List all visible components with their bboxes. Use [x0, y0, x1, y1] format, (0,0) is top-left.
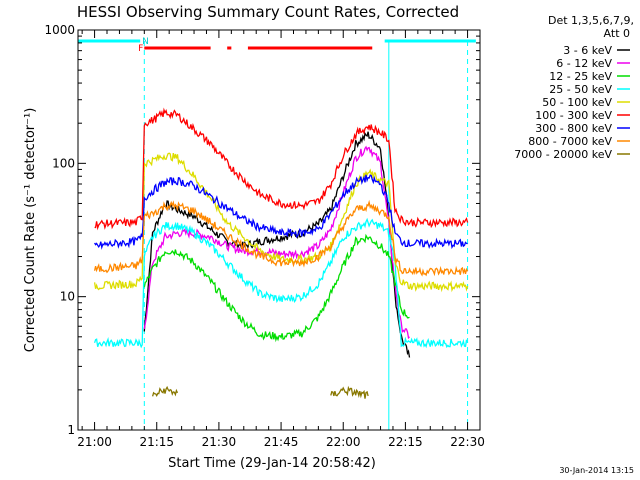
- series-line-2: [143, 233, 410, 343]
- legend-label-0: 3 - 6 keV: [563, 44, 612, 57]
- y-tick-label: 1: [67, 423, 75, 437]
- series-line-4: [93, 152, 469, 293]
- series-line-6: [94, 174, 468, 250]
- timestamp: 30-Jan-2014 13:15: [559, 466, 634, 475]
- flare-marker-label: F: [138, 44, 143, 54]
- y-tick-label: 10: [60, 290, 75, 304]
- x-tick-label: 21:15: [139, 435, 174, 449]
- chart-title: HESSI Observing Summary Count Rates, Cor…: [77, 3, 459, 21]
- legend-header-line-1: Det 1,3,5,6,7,9,: [548, 14, 634, 27]
- series-line-5: [94, 107, 469, 231]
- plot-frame: [77, 29, 481, 431]
- legend-label-5: 100 - 300 keV: [535, 109, 612, 122]
- series-line-7: [93, 199, 469, 277]
- legend-label-8: 7000 - 20000 keV: [514, 148, 612, 161]
- y-axis-label: Corrected Count Rate (s⁻¹ detector⁻¹): [23, 108, 38, 353]
- series-line-0: [143, 131, 411, 358]
- legend-label-3: 25 - 50 keV: [549, 83, 612, 96]
- legend-header-line-2: Att 0: [604, 27, 630, 40]
- legend-label-4: 50 - 100 keV: [542, 96, 612, 109]
- night-marker-label: N: [142, 37, 149, 47]
- x-tick-label: 22:15: [388, 435, 423, 449]
- legend-label-1: 6 - 12 keV: [556, 57, 612, 70]
- x-tick-label: 21:45: [264, 435, 299, 449]
- series-line-8: [151, 385, 179, 397]
- y-tick-label: 1000: [44, 23, 75, 37]
- y-axis: 1 10 100 1000: [44, 23, 480, 437]
- x-tick-label: 21:30: [202, 435, 237, 449]
- series-line-3: [93, 217, 469, 349]
- legend-label-7: 800 - 7000 keV: [528, 135, 612, 148]
- x-tick-label: 22:30: [450, 435, 485, 449]
- y-tick-label: 100: [52, 156, 75, 170]
- x-axis: 21:00 21:15 21:30 21:45 22:00 22:15 22:30: [77, 30, 485, 449]
- series-lines: [93, 107, 469, 399]
- legend-label-2: 12 - 25 keV: [549, 70, 612, 83]
- legend-label-6: 300 - 800 keV: [535, 122, 612, 135]
- series-line-8: [330, 385, 369, 399]
- x-tick-label: 22:00: [326, 435, 361, 449]
- x-tick-label: 21:00: [77, 435, 112, 449]
- x-axis-label: Start Time (29-Jan-14 20:58:42): [168, 456, 376, 471]
